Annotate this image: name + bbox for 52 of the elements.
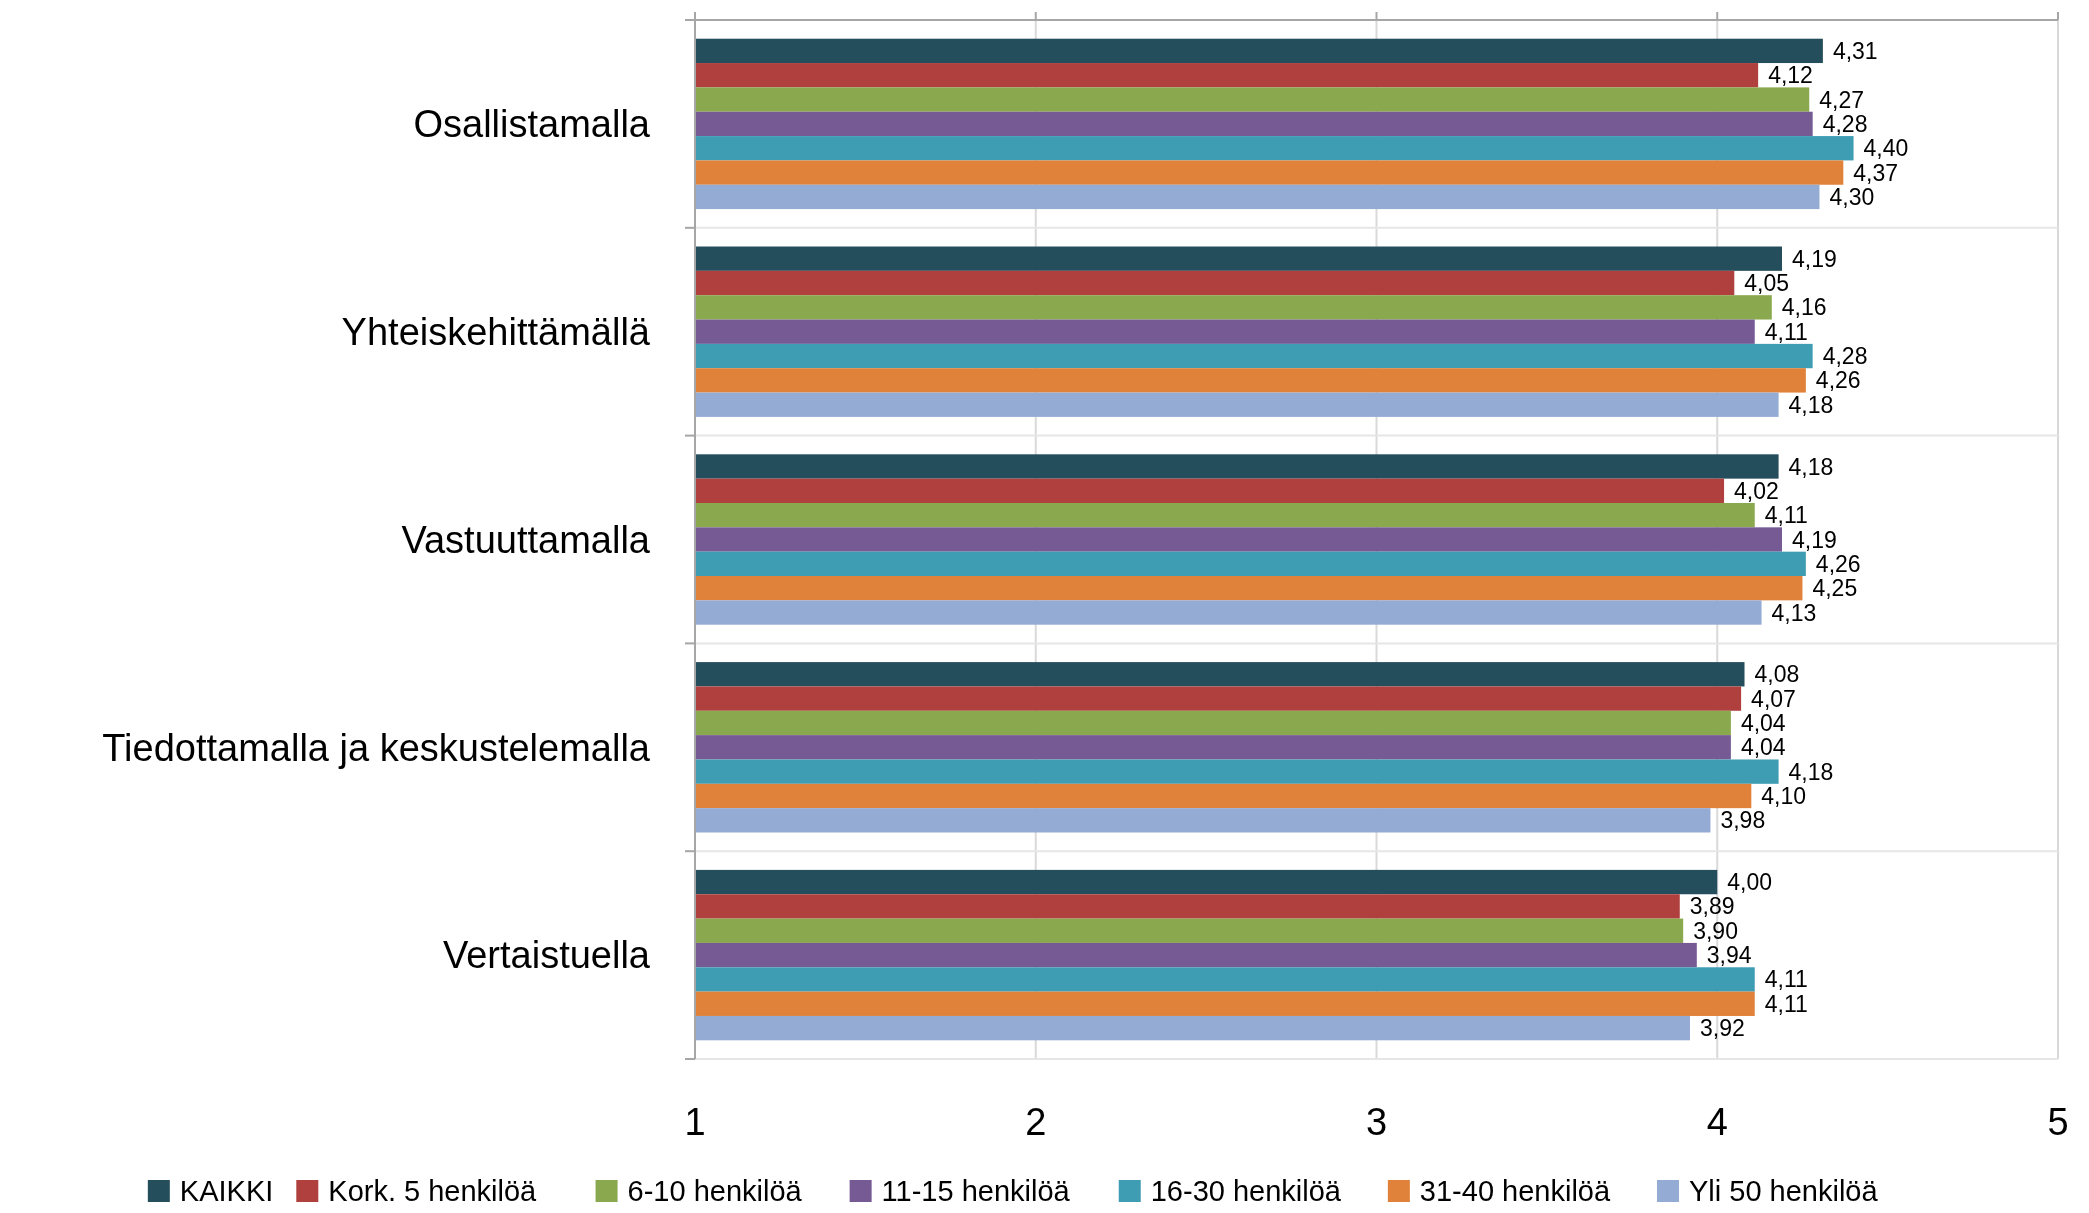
- data-label: 4,10: [1761, 783, 1807, 810]
- x-tick-label: 3: [1365, 1101, 1388, 1143]
- data-label: 4,28: [1822, 343, 1868, 370]
- x-tick-label: 5: [2047, 1101, 2069, 1143]
- data-label: 4,11: [1764, 502, 1808, 529]
- data-label: 4,26: [1815, 550, 1861, 577]
- y-tick-label: Yhteiskehittämällä: [341, 311, 651, 353]
- data-label: 4,07: [1751, 685, 1796, 712]
- data-label: 4,40: [1863, 135, 1909, 162]
- data-label: 4,18: [1788, 758, 1834, 785]
- data-label: 4,08: [1754, 661, 1800, 688]
- data-label: 4,30: [1829, 183, 1875, 210]
- y-tick-label: Osallistamalla: [413, 103, 651, 146]
- legend-label: KAIKKI: [179, 1175, 274, 1208]
- data-label: 4,02: [1734, 477, 1779, 504]
- data-label: 4,26: [1815, 367, 1861, 394]
- data-label: 4,25: [1812, 575, 1858, 602]
- data-label: 4,28: [1822, 110, 1868, 137]
- data-label: 4,12: [1768, 62, 1813, 89]
- legend-label: 16-30 henkilöä: [1150, 1175, 1342, 1208]
- legend-label: 31-40 henkilöä: [1419, 1175, 1611, 1208]
- x-tick-label: 1: [684, 1101, 706, 1143]
- legend-label: 6-10 henkilöä: [627, 1175, 803, 1208]
- x-tick-label: 4: [1706, 1101, 1728, 1143]
- legend-label: Kork. 5 henkilöä: [328, 1175, 538, 1208]
- data-label: 4,11: [1764, 966, 1808, 993]
- data-label: 4,18: [1788, 391, 1834, 418]
- data-label: 4,00: [1727, 869, 1773, 896]
- y-tick-label: Tiedottamalla ja keskustelemalla: [102, 726, 651, 769]
- data-label: 4,11: [1764, 318, 1808, 345]
- data-label: 4,05: [1744, 270, 1790, 297]
- data-label: 4,19: [1791, 245, 1837, 272]
- x-tick-label: 2: [1025, 1101, 1047, 1143]
- data-label: 4,16: [1781, 294, 1827, 321]
- data-label: 4,27: [1819, 86, 1865, 113]
- data-label: 4,13: [1771, 599, 1817, 626]
- data-label: 3,90: [1693, 917, 1738, 944]
- data-label: 4,18: [1788, 453, 1834, 480]
- data-label: 3,92: [1699, 1015, 1745, 1042]
- data-label: 4,04: [1740, 710, 1786, 737]
- y-tick-label: Vastuuttamalla: [401, 518, 651, 561]
- data-label: 4,19: [1791, 526, 1837, 553]
- legend-label: Yli 50 henkilöä: [1688, 1175, 1879, 1208]
- data-label: 3,98: [1720, 807, 1766, 834]
- data-label: 3,89: [1689, 893, 1735, 920]
- y-tick-label: Vertaistuella: [442, 934, 651, 977]
- data-label: 4,04: [1740, 734, 1786, 761]
- legend-label: 11-15 henkilöä: [881, 1175, 1071, 1208]
- data-label: 4,31: [1832, 37, 1878, 64]
- data-label: 3,94: [1706, 942, 1752, 969]
- data-label: 4,37: [1853, 159, 1899, 186]
- data-label: 4,11: [1764, 990, 1808, 1017]
